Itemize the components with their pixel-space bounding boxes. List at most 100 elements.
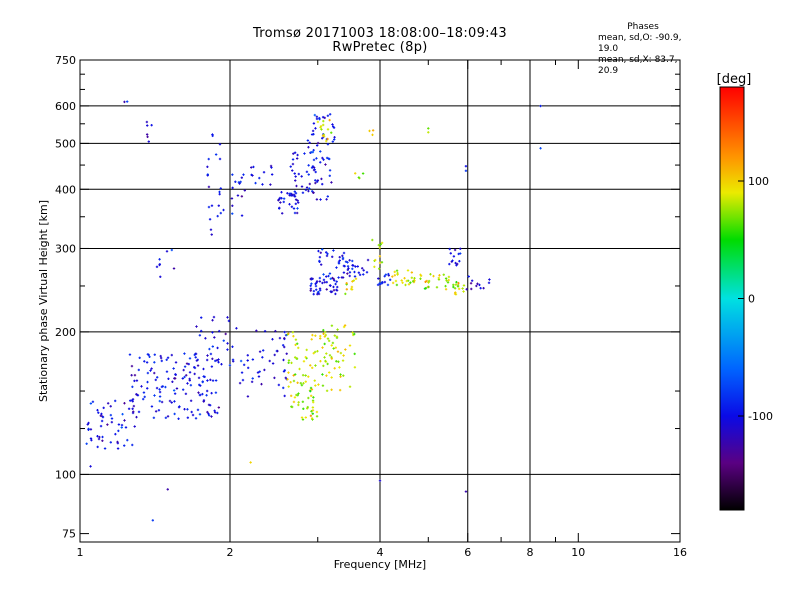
- o-mode-point: [154, 410, 158, 413]
- o-mode-point: [289, 165, 292, 168]
- o-mode-point: [347, 267, 350, 270]
- x-mode-point: [319, 359, 322, 363]
- o-mode-point: [295, 157, 299, 160]
- o-mode-point: [208, 218, 212, 221]
- x-mode-point: [312, 352, 315, 355]
- o-mode-point: [198, 413, 202, 416]
- o-mode-point: [217, 406, 221, 409]
- o-mode-point: [252, 165, 255, 169]
- o-mode-point: [209, 228, 213, 231]
- o-mode-point: [205, 358, 209, 362]
- o-mode-point: [173, 392, 177, 395]
- o-mode-point: [251, 358, 255, 361]
- x-mode-point: [294, 373, 297, 376]
- o-mode-point: [475, 284, 478, 288]
- x-tick-label: 8: [527, 546, 534, 559]
- x-mode-point: [330, 376, 333, 379]
- o-mode-point: [196, 408, 200, 412]
- o-mode-point: [218, 157, 222, 161]
- x-mode-point: [319, 334, 322, 338]
- x-mode-point: [289, 380, 292, 384]
- o-mode-point: [201, 392, 204, 396]
- axis-ticks: 1 2 4 6 8 10 16 75 100 200 300 400 500 600 750: [55, 54, 687, 559]
- x-mode-point: [307, 396, 310, 400]
- x-mode-point: [292, 379, 296, 383]
- x-mode-point: [419, 273, 422, 277]
- o-mode-point: [151, 519, 155, 522]
- o-mode-point: [173, 377, 177, 380]
- o-mode-point: [231, 212, 234, 215]
- o-mode-point: [183, 375, 186, 379]
- o-mode-point: [356, 265, 359, 268]
- o-mode-point: [240, 214, 244, 217]
- x-mode-point: [322, 332, 325, 336]
- o-mode-point: [202, 400, 205, 403]
- o-mode-point: [214, 153, 218, 156]
- o-mode-point: [217, 204, 220, 207]
- x-mode-point: [302, 382, 305, 385]
- x-mode-point: [315, 410, 319, 414]
- x-mode-point: [377, 267, 381, 270]
- o-mode-point: [211, 345, 214, 348]
- o-mode-point: [312, 148, 315, 152]
- x-mode-point: [322, 119, 325, 123]
- o-mode-point: [224, 332, 227, 336]
- o-mode-point: [172, 267, 176, 270]
- o-mode-point: [334, 282, 337, 286]
- o-mode-point: [316, 141, 320, 145]
- x-mode-point: [345, 281, 348, 285]
- o-mode-point: [213, 411, 217, 414]
- o-mode-point: [181, 377, 184, 380]
- o-mode-point: [213, 336, 216, 339]
- o-mode-point: [202, 375, 205, 378]
- o-mode-point: [217, 360, 220, 364]
- x-mode-point: [437, 278, 441, 281]
- x-mode-point: [315, 415, 319, 418]
- x-mode-point: [339, 373, 342, 376]
- o-mode-point: [293, 194, 296, 198]
- o-mode-point: [243, 189, 247, 192]
- x-mode-point: [339, 375, 342, 378]
- x-mode-point: [310, 417, 314, 420]
- x-mode-point: [311, 406, 315, 409]
- o-mode-point: [320, 177, 323, 181]
- o-mode-point: [218, 143, 222, 146]
- o-mode-point: [269, 164, 273, 168]
- o-mode-point: [199, 384, 202, 387]
- x-mode-point: [321, 123, 325, 127]
- y-tick-label: 100: [55, 468, 76, 481]
- o-mode-point: [124, 426, 128, 429]
- o-mode-point: [362, 273, 365, 276]
- o-mode-point: [153, 394, 156, 397]
- x-mode-point: [377, 243, 381, 247]
- o-mode-point: [310, 133, 314, 136]
- o-mode-point: [314, 179, 317, 182]
- o-mode-point: [158, 395, 162, 398]
- o-mode-point: [109, 441, 112, 444]
- o-mode-point: [283, 345, 286, 349]
- o-mode-point: [353, 270, 356, 274]
- o-mode-point: [334, 292, 337, 296]
- o-mode-point: [277, 383, 281, 387]
- o-mode-point: [358, 273, 362, 277]
- x-mode-point: [342, 374, 345, 377]
- x-mode-point: [299, 381, 303, 385]
- x-mode-point: [330, 357, 333, 360]
- x-mode-point: [354, 277, 358, 280]
- o-mode-point: [231, 204, 234, 207]
- o-mode-point: [226, 316, 229, 319]
- y-tick-label: 300: [55, 242, 76, 255]
- o-mode-point: [315, 180, 319, 183]
- o-mode-point: [258, 176, 261, 180]
- o-mode-point: [293, 151, 297, 154]
- o-mode-point: [216, 346, 219, 350]
- o-mode-point: [214, 379, 218, 382]
- o-mode-point: [165, 370, 169, 373]
- o-mode-point: [340, 276, 344, 279]
- o-mode-point: [190, 410, 193, 414]
- x-mode-point: [328, 371, 331, 374]
- phase-stats-title: Phases: [627, 22, 659, 32]
- o-mode-point: [193, 372, 196, 376]
- o-mode-point: [210, 415, 213, 418]
- o-mode-point: [325, 254, 329, 258]
